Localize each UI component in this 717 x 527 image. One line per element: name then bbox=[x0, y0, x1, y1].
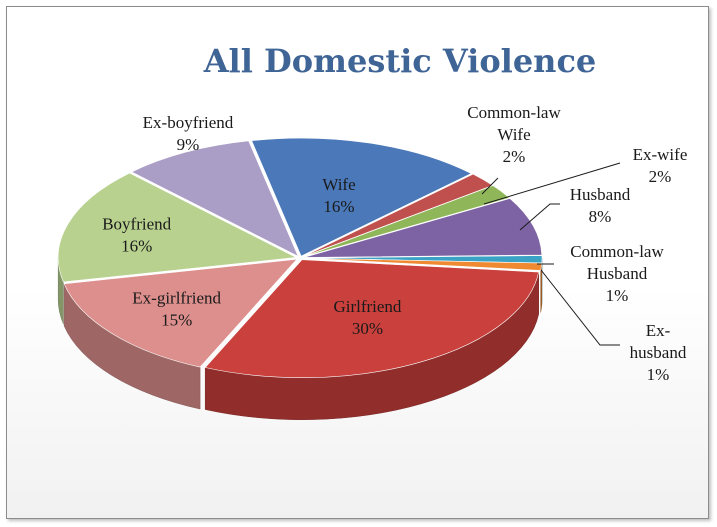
slice-label-girlfriend: Girlfriend bbox=[333, 297, 401, 316]
slice-ex-boyfriend bbox=[130, 140, 299, 257]
leader-line-ex-wife bbox=[483, 162, 621, 205]
slice-label-ex-husband-line2: husband bbox=[630, 343, 687, 362]
slice-value-boyfriend: 16% bbox=[121, 237, 152, 256]
slice-value-girlfriend: 30% bbox=[352, 319, 383, 338]
chart-title: All Domestic Violence bbox=[203, 42, 597, 80]
leader-line-common-law-wife bbox=[481, 177, 499, 195]
slice-label-husband: Husband bbox=[570, 185, 631, 204]
slice-label-ex-girlfriend: Ex-girlfriend bbox=[132, 289, 221, 308]
slice-label-common-law-husband: Common-law bbox=[570, 242, 664, 261]
leader-line-ex-husband bbox=[540, 269, 620, 346]
slice-label-common-law-wife: Common-law bbox=[467, 103, 561, 122]
slice-value-husband: 8% bbox=[589, 207, 612, 226]
slice-ex-girlfriend bbox=[63, 258, 298, 368]
slice-label-ex-wife: Ex-wife bbox=[633, 145, 688, 164]
slice-boyfriend bbox=[57, 172, 298, 283]
leader-lines bbox=[481, 162, 621, 346]
slice-value-ex-boyfriend: 9% bbox=[177, 135, 200, 154]
slice-value-common-law-husband: 1% bbox=[606, 286, 629, 305]
slice-label-ex-husband: Ex- bbox=[646, 321, 671, 340]
slice-label-common-law-wife-line2: Wife bbox=[497, 125, 530, 144]
slice-value-ex-wife: 2% bbox=[649, 167, 672, 186]
slice-labels: Wife 16% Common-law Wife 2% Ex-wife 2% Husband 8… bbox=[102, 103, 687, 384]
leader-line-husband bbox=[519, 203, 560, 231]
slice-husband bbox=[303, 198, 543, 258]
slice-ex-husband bbox=[303, 257, 543, 271]
slice-girlfriend bbox=[204, 259, 540, 379]
slice-label-boyfriend: Boyfriend bbox=[102, 215, 171, 234]
slice-wife bbox=[251, 137, 472, 257]
slice-label-wife: Wife bbox=[322, 175, 355, 194]
slice-value-ex-husband: 1% bbox=[647, 365, 670, 384]
slice-value-wife: 16% bbox=[323, 197, 354, 216]
slice-label-common-law-husband-line2: Husband bbox=[587, 264, 648, 283]
pie-tops bbox=[57, 137, 543, 379]
slice-value-common-law-wife: 2% bbox=[503, 147, 526, 166]
slice-ex-wife bbox=[303, 185, 511, 258]
slice-value-ex-girlfriend: 15% bbox=[161, 311, 192, 330]
slice-label-ex-boyfriend: Ex-boyfriend bbox=[143, 113, 234, 132]
